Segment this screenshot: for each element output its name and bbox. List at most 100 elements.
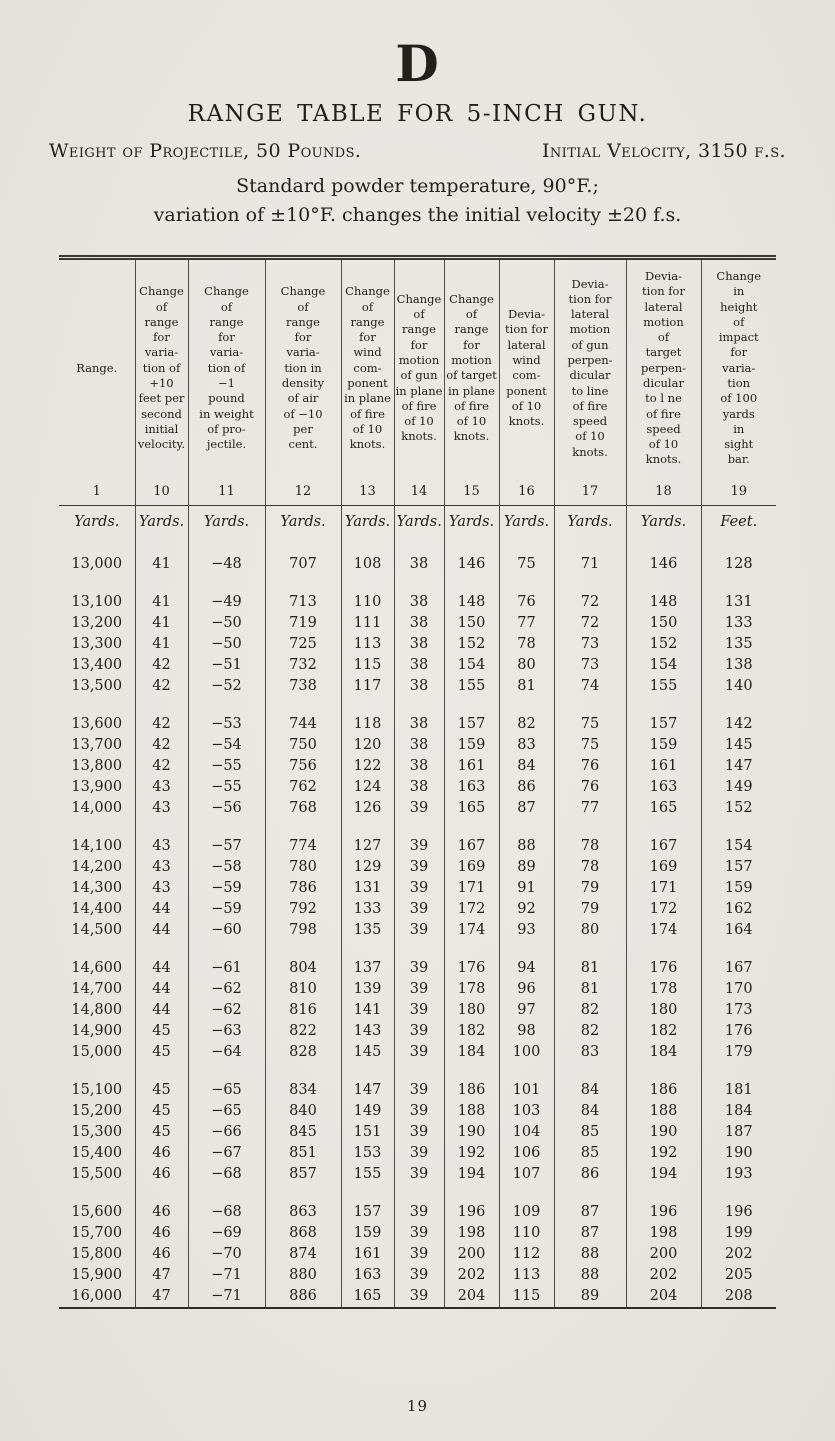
table-cell: −59 — [188, 877, 266, 899]
powder-note-line2: variation of ±10°F. changes the initial … — [153, 203, 682, 226]
table-cell: 101 — [499, 1062, 555, 1101]
table-cell: 104 — [499, 1121, 555, 1143]
table-cell: 72 — [554, 612, 627, 634]
table-cell: 84 — [554, 1062, 627, 1101]
column-number: 12 — [265, 474, 342, 506]
table-cell: 165 — [626, 797, 702, 819]
table-cell: 43 — [135, 818, 189, 857]
table-cell: 863 — [265, 1184, 342, 1223]
table-cell: 154 — [626, 654, 702, 676]
table-row: 14,300 43 −59 786 131 39 171 91 79 171 159 — [59, 877, 776, 899]
table-cell: 150 — [626, 612, 702, 634]
table-cell: 200 — [444, 1243, 500, 1265]
table-cell: 46 — [135, 1243, 189, 1265]
table-cell: 198 — [626, 1222, 702, 1244]
table-cell: 126 — [341, 797, 395, 819]
table-cell: 38 — [394, 755, 445, 777]
table-cell: 97 — [499, 999, 555, 1021]
table-cell: 816 — [265, 999, 342, 1021]
table-cell: 44 — [135, 999, 189, 1021]
column-header: Range. — [59, 257, 136, 475]
table-cell: 810 — [265, 978, 342, 1000]
table-cell: 78 — [554, 818, 627, 857]
table-cell: 750 — [265, 734, 342, 756]
column-unit: Yards. — [59, 505, 136, 537]
table-cell: −55 — [188, 755, 266, 777]
table-cell: 38 — [394, 536, 445, 575]
table-cell: 190 — [444, 1121, 500, 1143]
table-cell: 15,200 — [59, 1100, 136, 1122]
table-cell: 82 — [554, 999, 627, 1021]
table-cell: 131 — [724, 593, 753, 610]
table-cell: −60 — [188, 919, 266, 941]
table-row: 13,700 42 −54 750 120 38 159 83 75 159 145 — [59, 734, 776, 756]
table-cell: −68 — [188, 1163, 266, 1185]
table-row: 13,900 43 −55 762 124 38 163 86 76 163 149 — [59, 776, 776, 798]
table-cell: 82 — [499, 696, 555, 735]
table-cell: 155 — [626, 675, 702, 697]
table-cell: 88 — [554, 1264, 627, 1286]
plate-letter: D — [395, 34, 440, 93]
table-cell: 174 — [626, 919, 702, 941]
table-cell: 159 — [341, 1222, 395, 1244]
table-cell: 828 — [265, 1041, 342, 1063]
table-cell: 868 — [265, 1222, 342, 1244]
table-cell: 39 — [394, 1243, 445, 1265]
column-unit: Yards. — [499, 505, 555, 537]
table-cell: 45 — [135, 1062, 189, 1101]
table-cell: 756 — [265, 755, 342, 777]
table-cell: 880 — [265, 1264, 342, 1286]
table-cell: 38 — [394, 776, 445, 798]
table-cell: 196 — [724, 1203, 753, 1220]
table-cell: 159 — [626, 734, 702, 756]
table-cell: −52 — [188, 675, 266, 697]
table-cell: 39 — [394, 940, 445, 979]
table-cell: 75 — [499, 536, 555, 575]
table-cell: 81 — [554, 940, 627, 979]
header-row: Range. Change of range for varia- tion of… — [59, 257, 776, 475]
table-cell: 107 — [499, 1163, 555, 1185]
table-row: 14,400 44 −59 792 133 39 172 92 79 172 162 — [59, 898, 776, 920]
table-row: 15,000 45 −64 828 145 39 184 100 83 184 179 — [59, 1041, 776, 1063]
table-cell: 91 — [499, 877, 555, 899]
table-cell: 83 — [499, 734, 555, 756]
table-cell: 14,700 — [59, 978, 136, 1000]
table-cell: 851 — [265, 1142, 342, 1164]
table-cell: 137 — [341, 940, 395, 979]
table-cell: 13,200 — [59, 612, 136, 634]
table-cell: 147 — [724, 757, 753, 774]
table-cell: 161 — [626, 755, 702, 777]
table-cell: 786 — [265, 877, 342, 899]
column-unit: Yards. — [188, 505, 266, 537]
table-body: Yards. Yards. Yards. Yards. Yards. Yards. Yard… — [59, 505, 776, 1308]
table-cell: 169 — [626, 856, 702, 878]
table-cell: 92 — [499, 898, 555, 920]
table-cell: 14,500 — [59, 919, 136, 941]
table-cell: 43 — [135, 776, 189, 798]
table-cell: 182 — [444, 1020, 500, 1042]
column-header: Devia- tion for lateral motion of gun pe… — [554, 257, 627, 475]
table-cell: 194 — [444, 1163, 500, 1185]
table-cell: 89 — [554, 1285, 627, 1308]
table-cell: 208 — [724, 1287, 753, 1304]
table-cell: 118 — [341, 696, 395, 735]
table-row: 15,200 45 −65 840 149 39 188 103 84 188 184 — [59, 1100, 776, 1122]
table-cell: 39 — [394, 1142, 445, 1164]
table-cell: 181 — [724, 1081, 753, 1098]
table-cell: 886 — [265, 1285, 342, 1308]
column-header: Change in height of impact for varia- ti… — [716, 269, 762, 467]
column-unit: Yards. — [444, 505, 500, 537]
page-title: RANGE TABLE FOR 5-INCH GUN. — [187, 101, 648, 127]
table-cell: 152 — [724, 799, 753, 816]
table-cell: 87 — [499, 797, 555, 819]
table-cell: 44 — [135, 978, 189, 1000]
table-row: 14,800 44 −62 816 141 39 180 97 82 180 173 — [59, 999, 776, 1021]
table-cell: 39 — [394, 919, 445, 941]
column-number: 11 — [188, 474, 266, 506]
table-cell: 157 — [724, 858, 753, 875]
table-cell: 13,400 — [59, 654, 136, 676]
column-unit: Yards. — [135, 505, 189, 537]
table-cell: 164 — [724, 921, 753, 938]
column-header: Devia- tion for lateral motion of target… — [626, 257, 702, 475]
table-cell: 71 — [554, 536, 627, 575]
